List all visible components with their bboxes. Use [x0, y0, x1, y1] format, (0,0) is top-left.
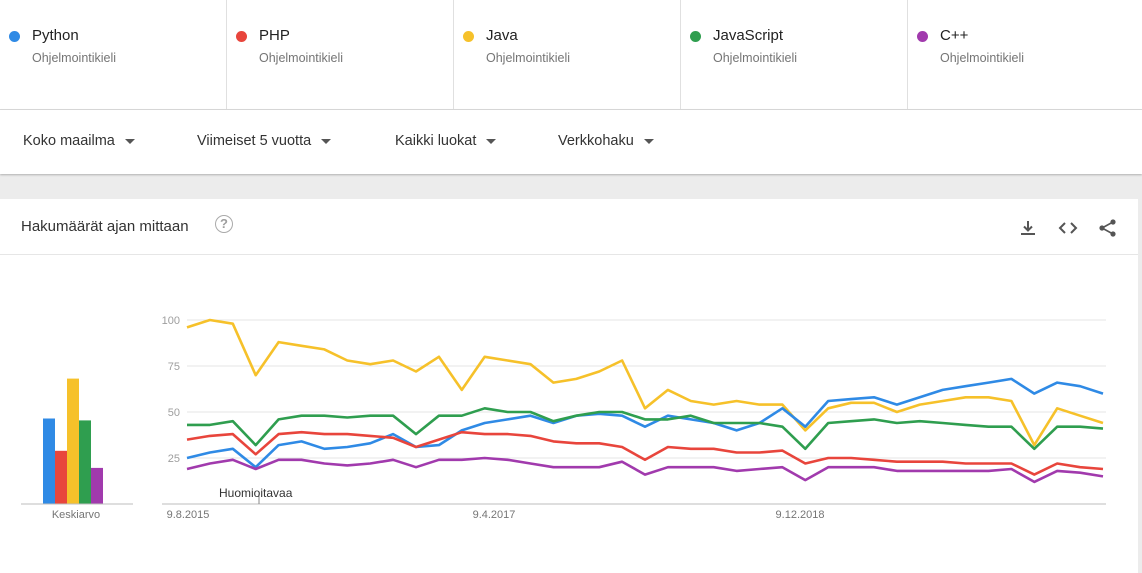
term-name: PHP	[259, 27, 290, 44]
term-subtitle: Ohjelmointikieli	[486, 51, 571, 65]
term-color-dot	[463, 31, 474, 42]
compare-terms-bar: Python Ohjelmointikieli PHP Ohjelmointik…	[0, 0, 1142, 110]
time-range-label: Viimeiset 5 vuotta	[197, 133, 312, 149]
y-tick-label: 100	[162, 315, 180, 327]
interest-over-time-chart: Keskiarvo 25 50 75 100 9.8.2015 9.4.2017 9.12…	[21, 315, 1106, 521]
term-name: JavaScript	[713, 27, 784, 44]
interest-over-time-card: Hakumäärät ajan mittaan ? Keskiarvo 25 50…	[0, 199, 1138, 573]
share-icon[interactable]	[1097, 217, 1119, 239]
series-line[interactable]	[186, 377, 1104, 469]
term-javascript[interactable]: JavaScript Ohjelmointikieli	[681, 0, 908, 109]
filter-bar: Koko maailma Viimeiset 5 vuotta Kaikki l…	[0, 110, 1142, 174]
series-line[interactable]	[186, 456, 1104, 484]
x-tick-label: 9.8.2015	[167, 509, 210, 521]
term-name: C++	[940, 27, 969, 44]
term-name: Python	[32, 27, 79, 44]
help-circle-icon[interactable]: ?	[215, 215, 233, 233]
card-title: Hakumäärät ajan mittaan	[21, 218, 189, 235]
x-tick-label: 9.12.2018	[776, 509, 825, 521]
average-bar[interactable]	[67, 378, 79, 504]
series-line[interactable]	[187, 407, 1104, 451]
note-label[interactable]: Huomioitavaa	[219, 486, 293, 500]
average-bar[interactable]	[43, 418, 55, 505]
y-tick-label: 50	[168, 407, 180, 419]
chevron-down-icon	[321, 138, 332, 144]
chevron-down-icon	[124, 138, 135, 144]
search-type-dropdown[interactable]: Verkkohaku	[558, 133, 654, 149]
y-tick-label: 25	[168, 453, 180, 465]
embed-code-icon[interactable]	[1057, 217, 1079, 239]
chevron-down-icon	[486, 138, 497, 144]
category-dropdown[interactable]: Kaikki luokat	[395, 133, 497, 149]
term-color-dot	[9, 31, 20, 42]
term-color-dot	[236, 31, 247, 42]
x-tick-label: 9.4.2017	[473, 509, 516, 521]
average-bar[interactable]	[79, 420, 91, 504]
average-bar[interactable]	[55, 450, 67, 504]
card-divider	[0, 254, 1138, 255]
term-subtitle: Ohjelmointikieli	[259, 51, 344, 65]
search-type-label: Verkkohaku	[558, 133, 634, 149]
y-tick-label: 75	[168, 361, 180, 373]
region-label: Koko maailma	[23, 133, 115, 149]
term-java[interactable]: Java Ohjelmointikieli	[454, 0, 681, 109]
term-color-dot	[917, 31, 928, 42]
average-label: Keskiarvo	[52, 509, 100, 521]
term-cpp[interactable]: C++ Ohjelmointikieli	[908, 0, 1135, 109]
term-name: Java	[486, 27, 518, 44]
series-line[interactable]	[186, 430, 1104, 476]
average-bar[interactable]	[91, 467, 103, 504]
term-color-dot	[690, 31, 701, 42]
download-icon[interactable]	[1017, 217, 1039, 239]
chevron-down-icon	[643, 138, 654, 144]
series-line[interactable]	[186, 318, 1104, 447]
category-label: Kaikki luokat	[395, 133, 477, 149]
term-subtitle: Ohjelmointikieli	[32, 51, 117, 65]
time-range-dropdown[interactable]: Viimeiset 5 vuotta	[197, 133, 332, 149]
term-python[interactable]: Python Ohjelmointikieli	[0, 0, 227, 109]
term-subtitle: Ohjelmointikieli	[940, 51, 1025, 65]
term-php[interactable]: PHP Ohjelmointikieli	[227, 0, 454, 109]
region-dropdown[interactable]: Koko maailma	[23, 133, 135, 149]
term-subtitle: Ohjelmointikieli	[713, 51, 798, 65]
